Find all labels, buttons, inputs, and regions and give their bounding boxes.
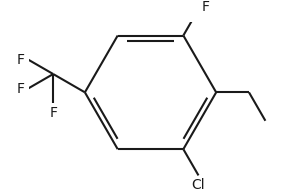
Text: F: F	[17, 81, 25, 96]
Text: Cl: Cl	[192, 178, 205, 192]
Text: F: F	[202, 0, 210, 14]
Text: F: F	[49, 106, 57, 120]
Text: F: F	[17, 53, 25, 67]
